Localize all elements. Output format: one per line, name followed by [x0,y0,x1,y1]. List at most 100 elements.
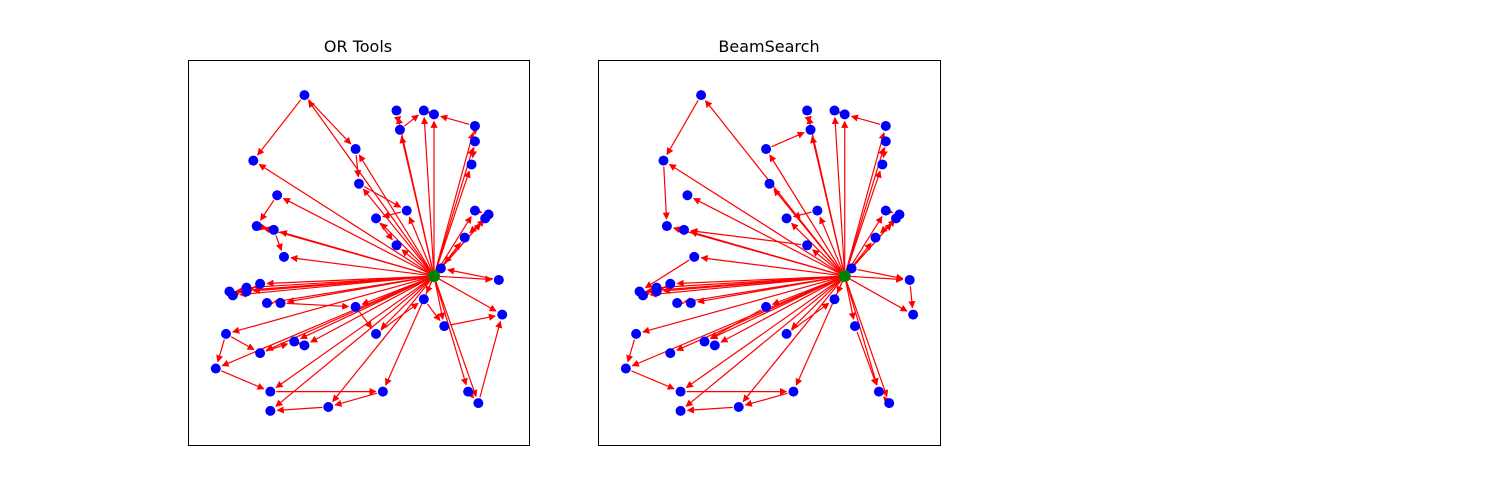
route-edge-23 [744,392,788,407]
customer-node-4 [394,124,405,135]
depot-edge-30 [286,276,429,305]
depot-edge-23 [850,275,904,283]
depot-edge-44 [685,279,841,407]
customer-node-31 [350,301,361,312]
customer-node-10 [877,159,888,170]
depot-edge-26 [252,275,429,291]
route-edge-14 [643,290,652,298]
depot-edge-45 [845,281,879,386]
customer-node-15 [251,221,262,232]
route-edge-27 [380,302,419,331]
route-edge-2 [354,154,362,178]
route-edge-28 [426,303,441,322]
customer-node-41 [675,386,686,397]
route-edge-11 [880,222,893,234]
depot-edge-9 [845,147,886,271]
depot-edge-41 [275,279,430,389]
route-edge-1 [308,99,352,145]
depot-edge-3 [773,188,842,272]
depot-edge-45 [435,281,468,386]
customer-node-15 [661,221,672,232]
depot-edge-35 [849,278,908,312]
customer-node-8 [469,120,480,131]
route-edge-7 [404,114,419,127]
customer-node-23 [904,274,915,285]
route-edge-36 [276,406,323,414]
route-edge-25 [286,302,350,310]
customer-node-29 [672,298,683,309]
customer-node-7 [839,109,850,120]
route-edge-19 [856,331,878,386]
depot-edge-1 [258,163,430,274]
route-edge-11 [469,147,478,159]
depot-edge-14 [693,197,840,274]
customer-node-23 [493,274,504,285]
depot-edge-16 [690,230,840,276]
depot-edge-27 [662,275,839,294]
route-edge-24 [686,406,733,414]
depot-edge-8 [845,132,886,271]
route-edge-12 [260,199,275,221]
customer-node-3 [764,178,775,189]
depot-edge-3 [362,188,431,272]
depot-edge-30 [697,276,839,305]
depot-edge-43 [332,280,431,403]
customer-node-32 [371,328,382,339]
customer-node-40 [210,363,221,374]
depot-edge-20 [848,223,892,273]
customer-node-18 [469,205,480,216]
depot-edge-38 [710,278,840,340]
depot-edge-10 [846,170,882,271]
route-edge-35 [334,392,378,407]
customer-node-21 [459,232,470,243]
customer-node-33 [829,294,840,305]
route-edge-19 [446,267,494,280]
customer-node-1 [248,155,259,166]
customer-node-44 [675,405,686,416]
panel-or-tools: OR Tools [188,37,530,446]
customer-node-35 [497,309,508,320]
customer-node-25 [637,290,648,301]
customer-node-14 [272,190,283,201]
customer-node-11 [812,205,823,216]
depot-edge-41 [685,279,841,389]
customer-node-0 [696,90,707,101]
depot-edge-6 [421,116,435,271]
customer-node-20 [480,213,491,224]
customer-node-46 [884,398,895,409]
route-edge-18 [444,241,462,264]
route-edge-31 [265,342,289,352]
depot-edge-46 [846,281,889,398]
customer-node-36 [631,328,642,339]
customer-node-13 [802,240,813,251]
customer-node-33 [418,294,429,305]
customer-node-37 [665,348,676,359]
route-edge-21 [232,290,242,298]
customer-node-29 [261,298,272,309]
customer-node-8 [880,120,891,131]
customer-node-27 [241,286,252,297]
customer-node-6 [829,105,840,116]
depot-edge-28 [266,275,429,287]
customer-node-2 [761,144,772,155]
customer-node-22 [435,263,446,274]
nodes-beamsearch [620,90,919,416]
route-edge-13 [259,223,268,231]
depot-edge-26 [662,275,839,291]
depot-edge-27 [252,275,429,294]
route-edge-18 [791,302,830,331]
customer-node-25 [227,290,238,301]
route-edge-15 [656,286,665,294]
customer-node-28 [255,278,266,289]
depot-edge-35 [438,278,497,312]
route-edge-9 [644,259,690,289]
route-edge-37 [466,390,475,399]
route-edge-33 [221,370,265,390]
route-edge-0 [666,100,699,156]
route-edge-0 [257,99,302,156]
route-edge-4 [382,211,402,219]
depot-edge-46 [435,281,478,398]
customer-node-0 [299,90,310,101]
customer-node-20 [891,213,902,224]
